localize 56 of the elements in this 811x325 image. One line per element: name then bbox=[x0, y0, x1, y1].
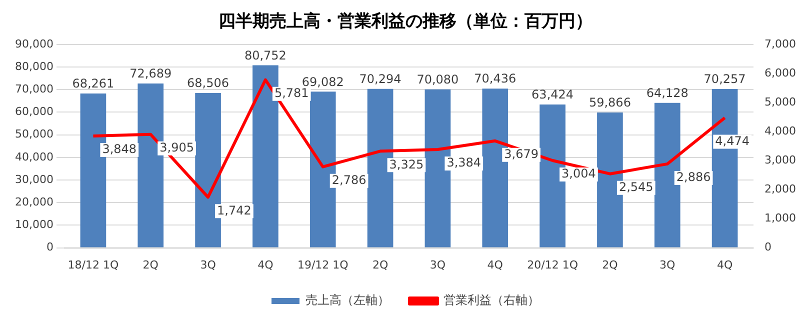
data-label: 5,781 bbox=[274, 86, 309, 100]
data-label: 70,294 bbox=[359, 72, 402, 86]
data-label: 3,848 bbox=[102, 142, 137, 156]
chart-title: 四半期売上高・営業利益の推移（単位：百万円） bbox=[218, 12, 592, 32]
y2-tick-label: 3,000 bbox=[764, 153, 796, 166]
y-tick-label: 80,000 bbox=[14, 60, 54, 73]
y2-tick-label: 2,000 bbox=[764, 182, 796, 196]
x-tick-label: 4Q bbox=[258, 258, 274, 272]
y-tick-label: 10,000 bbox=[14, 218, 54, 232]
data-label: 3,905 bbox=[160, 140, 194, 154]
legend-label: 営業利益（右軸） bbox=[444, 293, 540, 308]
y2-tick-label: 4,000 bbox=[764, 124, 796, 138]
y-tick-label: 60,000 bbox=[14, 105, 54, 118]
x-tick-label: 2Q bbox=[372, 258, 388, 272]
x-tick-label: 19/12 1Q bbox=[297, 258, 349, 272]
y-tick-label: 90,000 bbox=[14, 37, 54, 50]
y2-tick-label: 6,000 bbox=[764, 66, 796, 80]
y2-tick-label: 0 bbox=[764, 240, 772, 254]
data-label: 80,752 bbox=[244, 48, 286, 62]
data-label: 64,128 bbox=[646, 86, 688, 100]
x-tick-label: 3Q bbox=[660, 258, 676, 272]
data-label: 1,742 bbox=[217, 203, 252, 218]
data-label: 68,261 bbox=[72, 76, 114, 91]
data-label: 3,325 bbox=[389, 157, 424, 172]
x-tick-label: 3Q bbox=[200, 258, 216, 272]
y-tick-label: 40,000 bbox=[14, 150, 54, 164]
x-tick-label: 2Q bbox=[602, 258, 618, 272]
data-label: 2,886 bbox=[676, 170, 711, 184]
y-tick-label: 20,000 bbox=[14, 195, 54, 208]
legend-label: 売上高（左軸） bbox=[306, 293, 390, 308]
data-label: 70,436 bbox=[474, 72, 516, 86]
x-tick-label: 18/12 1Q bbox=[68, 258, 119, 272]
y2-tick-label: 5,000 bbox=[764, 95, 796, 108]
data-label: 2,545 bbox=[618, 180, 654, 194]
data-label: 3,679 bbox=[504, 147, 538, 162]
y-tick-label: 70,000 bbox=[14, 82, 54, 96]
x-tick-label: 4Q bbox=[716, 258, 733, 272]
x-tick-label: 4Q bbox=[487, 258, 504, 272]
y2-tick-label: 7,000 bbox=[764, 37, 796, 50]
y-tick-label: 50,000 bbox=[14, 128, 54, 141]
data-label: 3,384 bbox=[446, 156, 482, 170]
data-label: 4,474 bbox=[715, 134, 750, 148]
data-label: 59,866 bbox=[588, 96, 631, 110]
data-label: 2,786 bbox=[332, 172, 366, 187]
x-tick-label: 2Q bbox=[142, 258, 159, 272]
data-label: 72,689 bbox=[130, 66, 172, 81]
data-label: 70,257 bbox=[704, 72, 746, 86]
y2-tick-label: 1,000 bbox=[764, 212, 796, 225]
data-label: 70,080 bbox=[416, 72, 459, 87]
y-tick-label: 0 bbox=[46, 240, 54, 254]
y-tick-label: 30,000 bbox=[14, 172, 54, 186]
x-tick-label: 3Q bbox=[430, 258, 446, 272]
x-tick-label: 20/12 1Q bbox=[527, 258, 578, 272]
data-label: 3,004 bbox=[562, 166, 596, 181]
data-label: 63,424 bbox=[532, 88, 574, 102]
data-label: 68,506 bbox=[187, 76, 230, 90]
